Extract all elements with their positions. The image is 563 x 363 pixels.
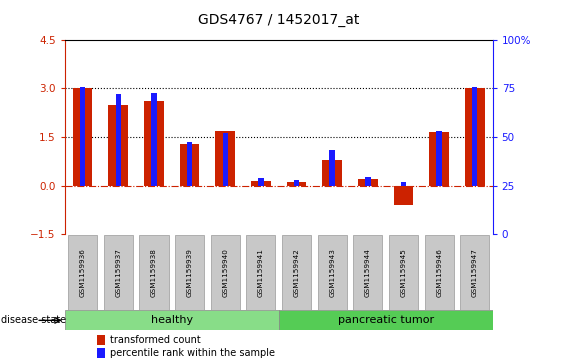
Bar <box>323 160 342 185</box>
Text: GSM1159947: GSM1159947 <box>472 248 478 297</box>
FancyBboxPatch shape <box>139 235 168 310</box>
FancyBboxPatch shape <box>460 235 489 310</box>
Bar <box>115 94 121 185</box>
Text: GSM1159939: GSM1159939 <box>186 248 193 297</box>
Bar <box>294 180 299 185</box>
FancyBboxPatch shape <box>68 235 97 310</box>
Bar <box>109 105 128 185</box>
Bar <box>180 143 199 185</box>
Bar <box>251 181 271 185</box>
Bar <box>97 335 105 345</box>
Bar <box>365 177 370 185</box>
Bar <box>144 101 164 185</box>
Text: pancreatic tumor: pancreatic tumor <box>338 315 434 325</box>
Bar <box>401 182 406 185</box>
FancyBboxPatch shape <box>279 310 493 330</box>
FancyBboxPatch shape <box>246 235 275 310</box>
Bar <box>187 142 192 185</box>
Text: transformed count: transformed count <box>110 335 200 345</box>
Bar <box>394 185 413 205</box>
Bar <box>329 150 335 185</box>
FancyBboxPatch shape <box>353 235 382 310</box>
Text: GSM1159940: GSM1159940 <box>222 248 228 297</box>
Text: GSM1159946: GSM1159946 <box>436 248 442 297</box>
FancyBboxPatch shape <box>389 235 418 310</box>
Text: GSM1159945: GSM1159945 <box>400 248 406 297</box>
Bar <box>430 132 449 185</box>
Text: GDS4767 / 1452017_at: GDS4767 / 1452017_at <box>198 13 359 27</box>
FancyBboxPatch shape <box>65 310 279 330</box>
FancyBboxPatch shape <box>175 235 204 310</box>
Bar <box>258 179 263 185</box>
Text: GSM1159942: GSM1159942 <box>293 248 300 297</box>
Text: GSM1159936: GSM1159936 <box>79 248 86 297</box>
FancyBboxPatch shape <box>104 235 133 310</box>
FancyBboxPatch shape <box>282 235 311 310</box>
Bar <box>465 89 485 185</box>
Bar <box>436 131 442 185</box>
Bar <box>97 348 105 358</box>
Text: GSM1159943: GSM1159943 <box>329 248 335 297</box>
FancyBboxPatch shape <box>318 235 347 310</box>
Bar <box>287 182 306 185</box>
FancyBboxPatch shape <box>211 235 240 310</box>
Bar <box>358 179 378 185</box>
Text: GSM1159937: GSM1159937 <box>115 248 121 297</box>
Bar <box>222 133 228 185</box>
Text: percentile rank within the sample: percentile rank within the sample <box>110 348 275 358</box>
Text: GSM1159938: GSM1159938 <box>151 248 157 297</box>
Bar <box>151 93 157 185</box>
Bar <box>216 131 235 185</box>
Text: GSM1159944: GSM1159944 <box>365 248 371 297</box>
Text: disease state: disease state <box>1 315 66 325</box>
Text: healthy: healthy <box>151 315 193 325</box>
Text: GSM1159941: GSM1159941 <box>258 248 264 297</box>
Bar <box>73 89 92 185</box>
Bar <box>80 87 85 185</box>
FancyBboxPatch shape <box>425 235 454 310</box>
Bar <box>472 87 477 185</box>
